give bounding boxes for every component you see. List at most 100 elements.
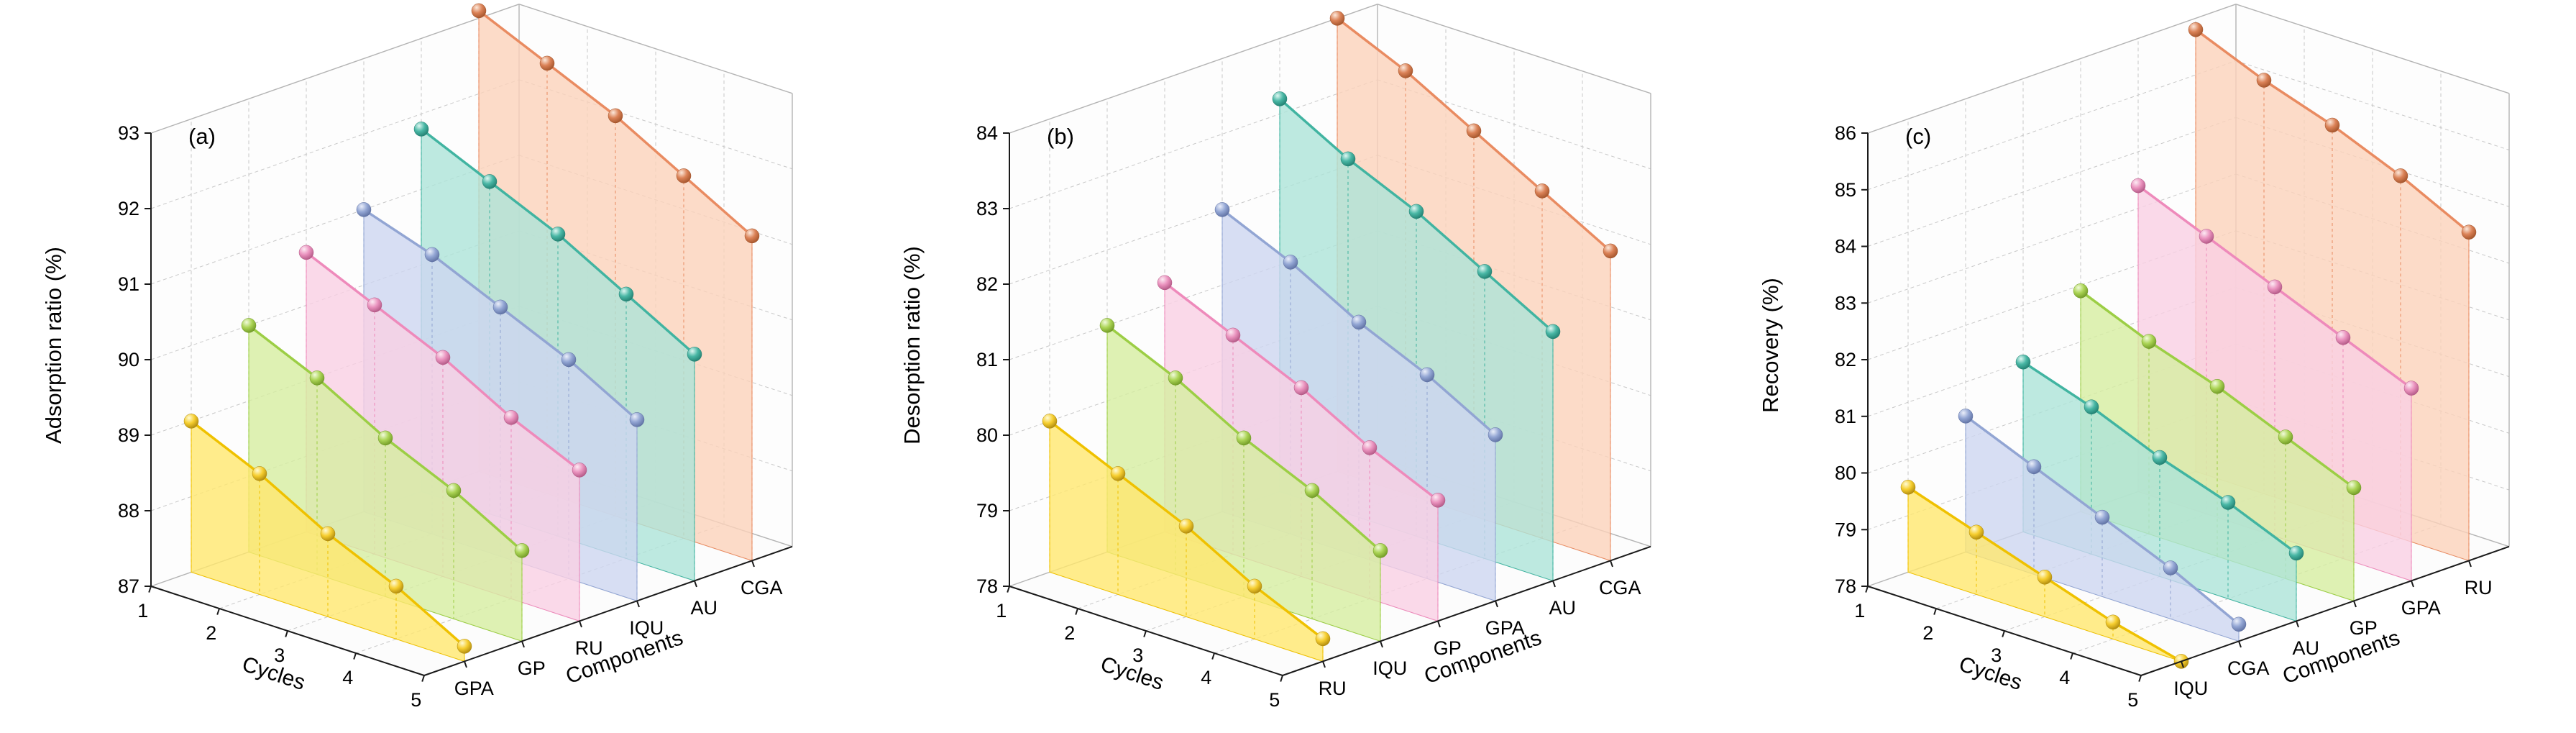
z-tick-label: 89	[118, 424, 139, 446]
data-point-CGA-cycle5	[2231, 616, 2247, 632]
panel-letter: (a)	[188, 124, 216, 149]
data-point-CGA-cycle2	[1398, 63, 1413, 78]
panel-letter: (b)	[1047, 124, 1074, 149]
z-tick-label: 84	[976, 122, 998, 144]
z-tick-label: 91	[118, 273, 139, 295]
data-point-GP-cycle1	[1157, 275, 1173, 291]
data-point-CGA-cycle2	[2026, 459, 2042, 475]
data-point-GP-cycle1	[241, 318, 257, 333]
cycle-tick-label: 1	[996, 600, 1007, 622]
cycle-tick-label: 3	[1991, 645, 2002, 666]
data-point-GPA-cycle1	[183, 414, 199, 429]
data-point-GPA-cycle5	[2403, 381, 2419, 396]
data-point-CGA-cycle3	[608, 108, 623, 124]
cycle-tick-label: 5	[1269, 689, 1280, 711]
data-point-RU-cycle3	[435, 350, 451, 365]
component-tick-label: CGA	[1599, 577, 1641, 598]
panel-c-recovery: 78 79 80 81 82 83 84 85 86 1 2 3 4 5 Cycles IQU CGA AU GP G…	[1717, 0, 2575, 733]
data-point-GP-cycle5	[514, 543, 530, 558]
data-point-GP-cycle1	[2073, 283, 2089, 299]
z-tick-label: 81	[976, 349, 998, 370]
data-point-CGA-cycle5	[744, 228, 760, 244]
z-tick-label: 78	[976, 575, 998, 597]
z-tick-label: 92	[118, 198, 139, 219]
z-axis: 78 79 80 81 82 83 84	[976, 122, 1010, 597]
component-tick-label: GPA	[454, 678, 494, 699]
data-point-CGA-cycle5	[1603, 243, 1618, 259]
data-point-AU-cycle2	[482, 174, 498, 189]
data-point-RU-cycle5	[1315, 631, 1331, 647]
data-point-IQU-cycle1	[356, 202, 372, 217]
cycle-tick-label: 1	[1854, 600, 1865, 622]
data-point-RU-cycle5	[2461, 224, 2477, 240]
data-point-RU-cycle2	[1110, 466, 1126, 481]
data-point-IQU-cycle4	[2105, 614, 2121, 630]
data-point-CGA-cycle1	[471, 3, 487, 19]
cycle-tick-label: 4	[2059, 667, 2070, 688]
data-point-IQU-cycle5	[629, 412, 645, 427]
data-point-IQU-cycle2	[1968, 524, 1984, 540]
cycle-tick-label: 2	[1922, 622, 1933, 644]
data-point-AU-cycle4	[2220, 495, 2236, 510]
data-point-AU-cycle3	[550, 227, 566, 242]
z-tick-label: 79	[976, 500, 998, 522]
data-point-CGA-cycle3	[1466, 123, 1482, 139]
component-tick-label: GP	[518, 657, 546, 679]
data-point-RU-cycle3	[2324, 117, 2340, 133]
z-axis: 87 88 89 90 91 92 93	[118, 122, 152, 597]
data-point-AU-cycle2	[2084, 399, 2099, 414]
z-axis-title: Recovery (%)	[1758, 278, 1783, 413]
data-point-GPA-cycle3	[2267, 279, 2283, 295]
data-point-RU-cycle2	[367, 297, 382, 313]
data-point-AU-cycle4	[1477, 264, 1493, 279]
data-point-CGA-cycle1	[1958, 409, 1974, 424]
data-point-GPA-cycle4	[388, 578, 404, 594]
data-point-AU-cycle1	[2015, 354, 2031, 370]
data-point-CGA-cycle2	[539, 55, 555, 71]
cycle-tick-label: 3	[1132, 645, 1143, 666]
z-tick-label: 85	[1835, 179, 1856, 201]
data-point-AU-cycle1	[1272, 91, 1288, 106]
data-point-RU-cycle1	[2188, 22, 2204, 37]
z-axis-title: Desorption ratio (%)	[899, 246, 925, 445]
data-point-IQU-cycle4	[1304, 483, 1320, 498]
data-point-RU-cycle1	[1042, 414, 1058, 429]
component-tick-label: AU	[690, 597, 718, 619]
z-axis-title: Adsorption ratio (%)	[41, 247, 66, 444]
cycle-tick-label: 2	[1064, 622, 1075, 644]
z-tick-label: 82	[976, 273, 998, 295]
data-point-GP-cycle4	[1362, 440, 1378, 455]
z-tick-label: 81	[1835, 406, 1856, 427]
data-point-GPA-cycle1	[2130, 178, 2146, 194]
data-point-IQU-cycle1	[1099, 318, 1115, 333]
component-tick-label: AU	[1549, 597, 1576, 619]
data-point-IQU-cycle3	[1236, 430, 1252, 446]
ribbon-GPA	[183, 414, 472, 663]
data-point-IQU-cycle2	[424, 247, 440, 263]
z-tick-label: 82	[1835, 349, 1856, 370]
data-point-GPA-cycle5	[1488, 427, 1503, 442]
data-point-CGA-cycle4	[1534, 183, 1550, 199]
panel-letter: (c)	[1905, 124, 1931, 149]
data-point-IQU-cycle4	[561, 352, 577, 368]
panel-a-adsorption: 87 88 89 90 91 92 93 1 2 3 4 5 Cycles GPA GP RU IQU AU CGA…	[0, 0, 858, 733]
data-point-GP-cycle4	[2278, 429, 2293, 445]
data-point-IQU-cycle3	[2037, 570, 2053, 585]
component-tick-label: RU	[2465, 577, 2493, 598]
data-point-CGA-cycle1	[1329, 11, 1345, 26]
component-tick-label: GPA	[1485, 617, 1525, 639]
data-point-AU-cycle5	[1545, 324, 1561, 340]
data-point-AU-cycle5	[2288, 545, 2304, 561]
data-point-IQU-cycle1	[1900, 480, 1916, 495]
z-tick-label: 80	[1835, 463, 1856, 484]
z-tick-label: 88	[118, 500, 139, 522]
z-tick-label: 79	[1835, 519, 1856, 540]
data-point-GPA-cycle2	[252, 466, 267, 481]
data-point-AU-cycle5	[687, 347, 702, 362]
data-point-GPA-cycle5	[457, 639, 472, 654]
cycle-tick-label: 4	[1201, 667, 1211, 688]
